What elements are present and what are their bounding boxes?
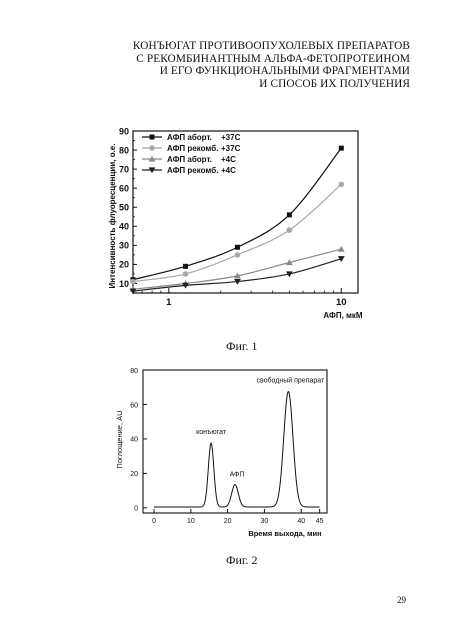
fig2-x-axis-label: Время выхода, мин bbox=[248, 529, 321, 538]
figure-2-caption: Фиг. 2 bbox=[226, 553, 257, 568]
fig2-x-tick-label: 20 bbox=[224, 518, 232, 525]
fig2-x-tick-label: 45 bbox=[316, 518, 324, 525]
page-number: 29 bbox=[397, 595, 406, 605]
fig2-y-tick-label: 40 bbox=[130, 437, 138, 444]
fig2-x-tick-label: 0 bbox=[152, 518, 156, 525]
fig2-x-tick-label: 30 bbox=[261, 518, 269, 525]
figure-2-chromatogram: 0 20 40 60 80 0 10 20 30 40 45 Время выхода, мин Пог… bbox=[0, 0, 452, 560]
fig2-axes-frame bbox=[143, 370, 327, 513]
fig2-chromatogram-trace bbox=[154, 392, 320, 507]
fig2-y-tick-label: 60 bbox=[130, 402, 138, 409]
fig2-peak-label-2: АФП bbox=[230, 472, 245, 479]
fig2-x-tick-label: 10 bbox=[187, 518, 195, 525]
fig2-y-tick-label: 0 bbox=[134, 506, 138, 513]
fig2-peak-label-1: конъюгат bbox=[196, 429, 227, 436]
fig2-y-tick-label: 80 bbox=[130, 368, 138, 375]
fig2-y-axis-label: Поглощение, AU bbox=[115, 410, 124, 468]
fig2-plot-area: 0 20 40 60 80 0 10 20 30 40 45 Время выхода, мин Пог… bbox=[115, 368, 327, 538]
fig2-x-tick-label: 40 bbox=[297, 518, 305, 525]
fig2-y-tick-label: 20 bbox=[130, 471, 138, 478]
fig2-peak-label-3: свободный препарат bbox=[257, 377, 326, 385]
